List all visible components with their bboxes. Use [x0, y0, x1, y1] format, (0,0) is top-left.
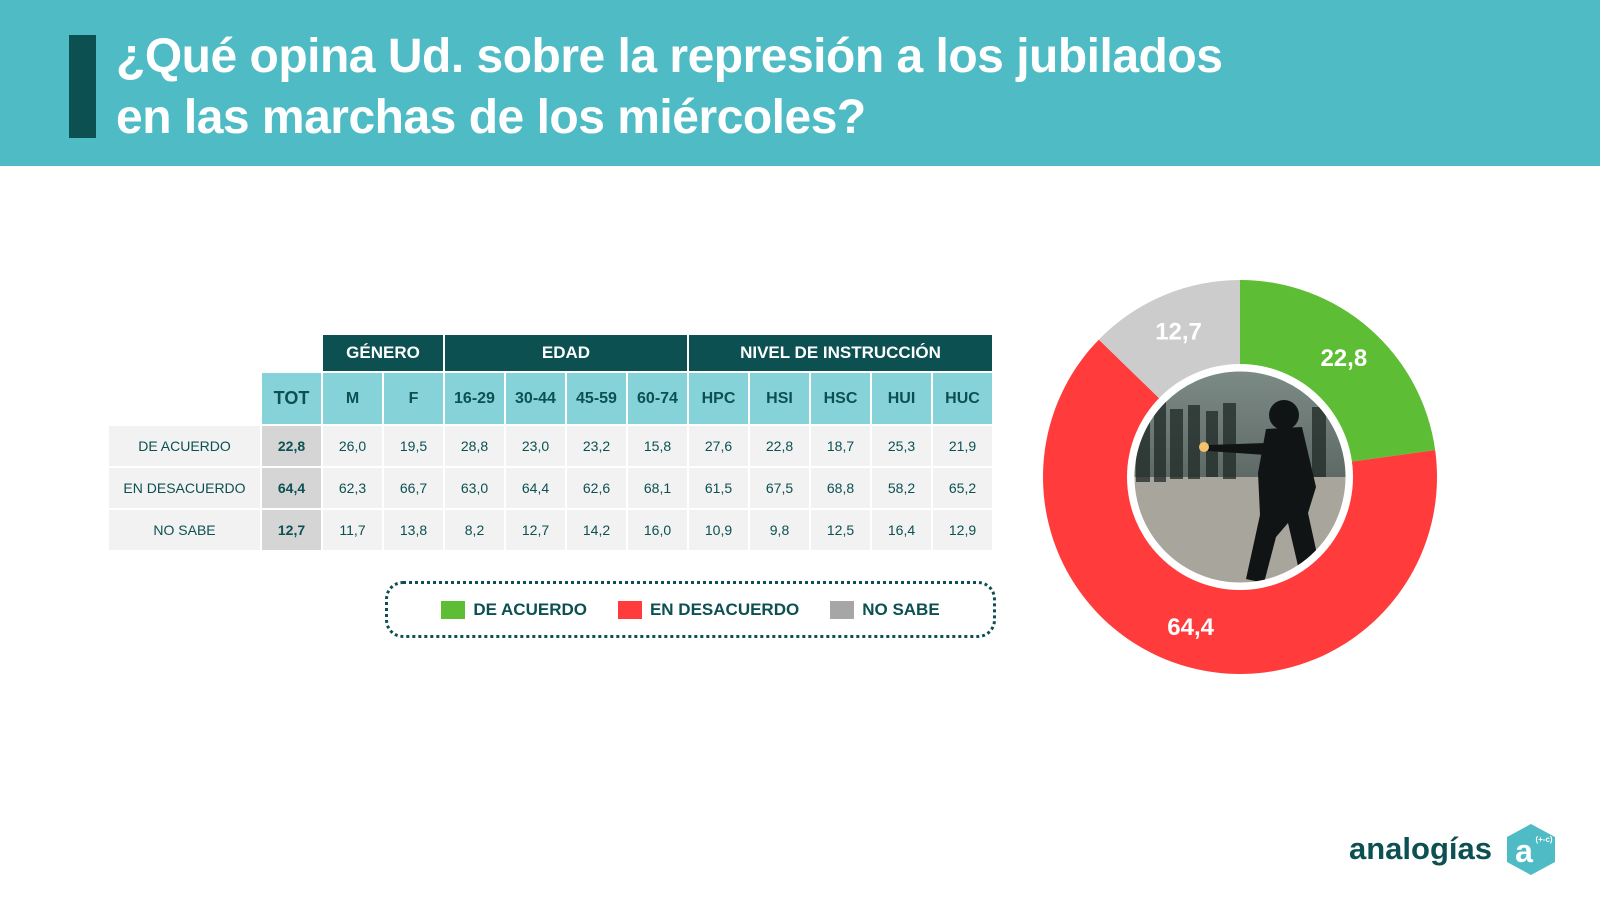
- table-cell: 58,2: [872, 468, 931, 508]
- group-gender: GÉNERO: [323, 335, 443, 371]
- column-header-hpc: HPC: [689, 373, 748, 424]
- column-header-16-29: 16-29: [445, 373, 504, 424]
- table-cell: 14,2: [567, 510, 626, 550]
- column-header-30-44: 30-44: [506, 373, 565, 424]
- column-header-f: F: [384, 373, 443, 424]
- row-label: DE ACUERDO: [109, 426, 260, 466]
- group-age: EDAD: [445, 335, 687, 371]
- table-cell: 11,7: [323, 510, 382, 550]
- blank-label-header: [109, 373, 260, 424]
- total-cell: 12,7: [262, 510, 321, 550]
- column-header-60-74: 60-74: [628, 373, 687, 424]
- table-cell: 26,0: [323, 426, 382, 466]
- column-header-hsi: HSI: [750, 373, 809, 424]
- column-header-row: TOT M F 16-29 30-44 45-59 60-74 HPC HSI HSC HUI HUC: [109, 373, 992, 424]
- legend-label-disagree: EN DESACUERDO: [649, 599, 800, 619]
- column-header-hsc: HSC: [811, 373, 870, 424]
- table-cell: 16,0: [628, 510, 687, 550]
- brand-logo-superscript: (+-c): [1535, 835, 1552, 844]
- header-banner: ¿Qué opina Ud. sobre la represión a los …: [0, 0, 1600, 166]
- table-cell: 65,2: [933, 468, 992, 508]
- slice-label-agree: 22,8: [1320, 345, 1367, 372]
- legend-label-dontknow: NO SABE: [862, 599, 940, 619]
- brand-logo: analogías a (+-c): [1349, 822, 1560, 876]
- table-cell: 28,8: [445, 426, 504, 466]
- brand-name: analogías: [1349, 831, 1492, 866]
- donut-chart: 22,8 64,4 12,7: [1043, 280, 1437, 674]
- table-cell: 16,4: [872, 510, 931, 550]
- table-cell: 62,3: [323, 468, 382, 508]
- legend-label-agree: DE ACUERDO: [473, 599, 587, 619]
- table-cell: 62,6: [567, 468, 626, 508]
- table-cell: 22,8: [750, 426, 809, 466]
- title-line-2: en las marchas de los miércoles?: [116, 91, 866, 144]
- table-cell: 61,5: [689, 468, 748, 508]
- brand-hexagon-icon: a (+-c): [1507, 824, 1555, 875]
- legend-swatch-agree: [441, 600, 466, 619]
- page-title: ¿Qué opina Ud. sobre la represión a los …: [116, 26, 1516, 148]
- column-header-m: M: [323, 373, 382, 424]
- table-row: DE ACUERDO 22,8 26,0 19,5 28,8 23,0 23,2 15,8 27…: [109, 426, 992, 466]
- column-header-tot: TOT: [262, 373, 321, 424]
- table-cell: 64,4: [506, 468, 565, 508]
- table-cell: 66,7: [384, 468, 443, 508]
- photo-frame: [1129, 366, 1351, 588]
- group-education: NIVEL DE INSTRUCCIÓN: [689, 335, 992, 371]
- table-cell: 23,0: [506, 426, 565, 466]
- table-cell: 68,1: [628, 468, 687, 508]
- table-cell: 63,0: [445, 468, 504, 508]
- table-row: NO SABE 12,7 11,7 13,8 8,2 12,7 14,2 16,0 10,9 9,…: [109, 510, 992, 550]
- table-cell: 19,5: [384, 426, 443, 466]
- column-header-huc: HUC: [933, 373, 992, 424]
- legend-item-agree: DE ACUERDO: [441, 600, 587, 620]
- table-cell: 12,5: [811, 510, 870, 550]
- group-header-row: GÉNERO EDAD NIVEL DE INSTRUCCIÓN: [109, 335, 992, 371]
- row-label: EN DESACUERDO: [109, 468, 260, 508]
- table-cell: 10,9: [689, 510, 748, 550]
- table-cell: 15,8: [628, 426, 687, 466]
- row-label: NO SABE: [109, 510, 260, 550]
- table-cell: 9,8: [750, 510, 809, 550]
- slice-label-dontknow: 12,7: [1155, 318, 1202, 345]
- slice-label-disagree: 64,4: [1167, 614, 1214, 641]
- column-header-hui: HUI: [872, 373, 931, 424]
- blank-corner: [109, 335, 321, 371]
- table-cell: 27,6: [689, 426, 748, 466]
- legend-swatch-disagree: [617, 600, 642, 619]
- donut-labels: 22,8 64,4 12,7: [1155, 318, 1367, 641]
- total-cell: 22,8: [262, 426, 321, 466]
- table-cell: 25,3: [872, 426, 931, 466]
- column-header-45-59: 45-59: [567, 373, 626, 424]
- table-cell: 8,2: [445, 510, 504, 550]
- table-cell: 21,9: [933, 426, 992, 466]
- table-cell: 12,7: [506, 510, 565, 550]
- brand-logo-letter: a: [1515, 833, 1533, 869]
- legend-item-disagree: EN DESACUERDO: [617, 599, 800, 620]
- table-cell: 13,8: [384, 510, 443, 550]
- table-cell: 67,5: [750, 468, 809, 508]
- header-accent-bar: [69, 35, 96, 138]
- crosstab-table: GÉNERO EDAD NIVEL DE INSTRUCCIÓN TOT M F 16…: [107, 333, 994, 552]
- table-cell: 68,8: [811, 468, 870, 508]
- title-line-1: ¿Qué opina Ud. sobre la represión a los …: [116, 30, 1223, 83]
- total-cell: 64,4: [262, 468, 321, 508]
- table-cell: 18,7: [811, 426, 870, 466]
- legend: DE ACUERDO EN DESACUERDO NO SABE: [385, 581, 996, 638]
- table-cell: 12,9: [933, 510, 992, 550]
- table-cell: 23,2: [567, 426, 626, 466]
- legend-swatch-dontknow: [830, 600, 855, 619]
- table-body: DE ACUERDO 22,8 26,0 19,5 28,8 23,0 23,2 15,8 27…: [109, 426, 992, 550]
- legend-item-dontknow: NO SABE: [830, 599, 940, 620]
- table-row: EN DESACUERDO 64,4 62,3 66,7 63,0 64,4 62,6 68,…: [109, 468, 992, 508]
